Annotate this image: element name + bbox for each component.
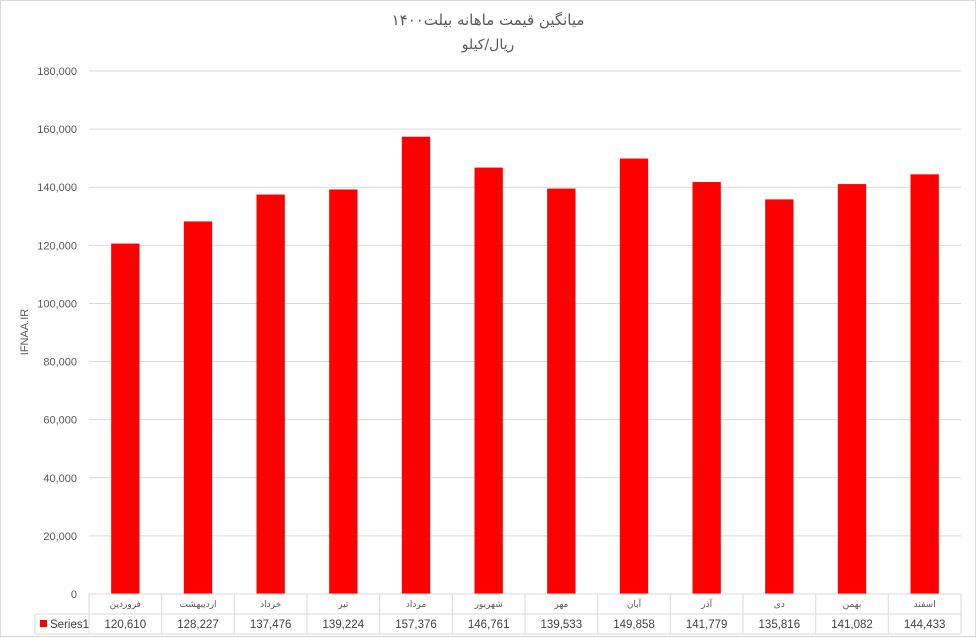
bar (910, 174, 939, 594)
y-tick-label: 40,000 (43, 473, 77, 485)
y-tick-label: 180,000 (37, 66, 77, 78)
bar (765, 199, 794, 594)
category-label: شهریور (474, 600, 503, 610)
category-label: دی (774, 600, 785, 610)
data-table-value: 139,224 (323, 619, 365, 631)
y-axis-ticks: 0 20,000 40,000 60,000 80,000 100,000 120,000 1… (37, 66, 77, 601)
bar (183, 221, 213, 594)
category-label: آذر (700, 598, 712, 610)
category-label: تیر (337, 600, 349, 610)
gridlines (89, 70, 961, 595)
data-table-value: 144,433 (904, 619, 946, 631)
category-label: فروردین (110, 600, 141, 610)
y-tick-label: 0 (71, 589, 77, 601)
data-table-value: 146,761 (468, 619, 510, 631)
y-tick-label: 80,000 (43, 357, 77, 369)
bar (692, 182, 721, 595)
data-table-value: 141,082 (831, 619, 873, 631)
data-table-value: 128,227 (177, 619, 219, 631)
category-label: خرداد (260, 600, 281, 610)
bar (619, 158, 649, 594)
data-table: فروردین 120,610 اردیبهشت 128,227 خرداد 137,47… (34, 593, 962, 635)
data-table-value: 141,779 (686, 619, 728, 631)
category-label: اردیبهشت (179, 600, 216, 610)
y-axis-title: IFNAA.IR (19, 309, 31, 356)
category-label: مرداد (406, 600, 426, 610)
data-table-value: 149,858 (613, 619, 655, 631)
bars (111, 136, 939, 595)
y-tick-label: 20,000 (43, 531, 77, 543)
y-tick-label: 60,000 (43, 415, 77, 427)
data-table-value: 120,610 (105, 619, 147, 631)
category-label: بهمن (843, 600, 862, 610)
data-table-value: 157,376 (395, 619, 437, 631)
y-tick-label: 120,000 (37, 240, 77, 252)
bar (474, 167, 503, 594)
y-tick-label: 100,000 (37, 298, 77, 310)
category-label: آبان (627, 598, 642, 610)
bar (547, 188, 576, 595)
chart-subtitle: ریال/کیلو (461, 37, 515, 53)
chart-title: میانگین قیمت ماهانه بیلت۱۴۰۰ (392, 11, 585, 29)
data-table-value: 139,533 (541, 619, 583, 631)
bar (256, 194, 285, 594)
legend-key (40, 620, 47, 627)
data-table-value: 137,476 (250, 619, 292, 631)
bar (837, 184, 867, 594)
category-label: اسفند (914, 600, 936, 610)
bar (111, 243, 140, 594)
series-label: Series1 (50, 619, 89, 631)
y-tick-label: 140,000 (37, 182, 77, 194)
bar (329, 189, 358, 594)
data-table-value: 135,816 (759, 619, 801, 631)
bar (401, 136, 431, 594)
category-label: مهر (553, 600, 568, 610)
y-tick-label: 160,000 (37, 124, 77, 136)
